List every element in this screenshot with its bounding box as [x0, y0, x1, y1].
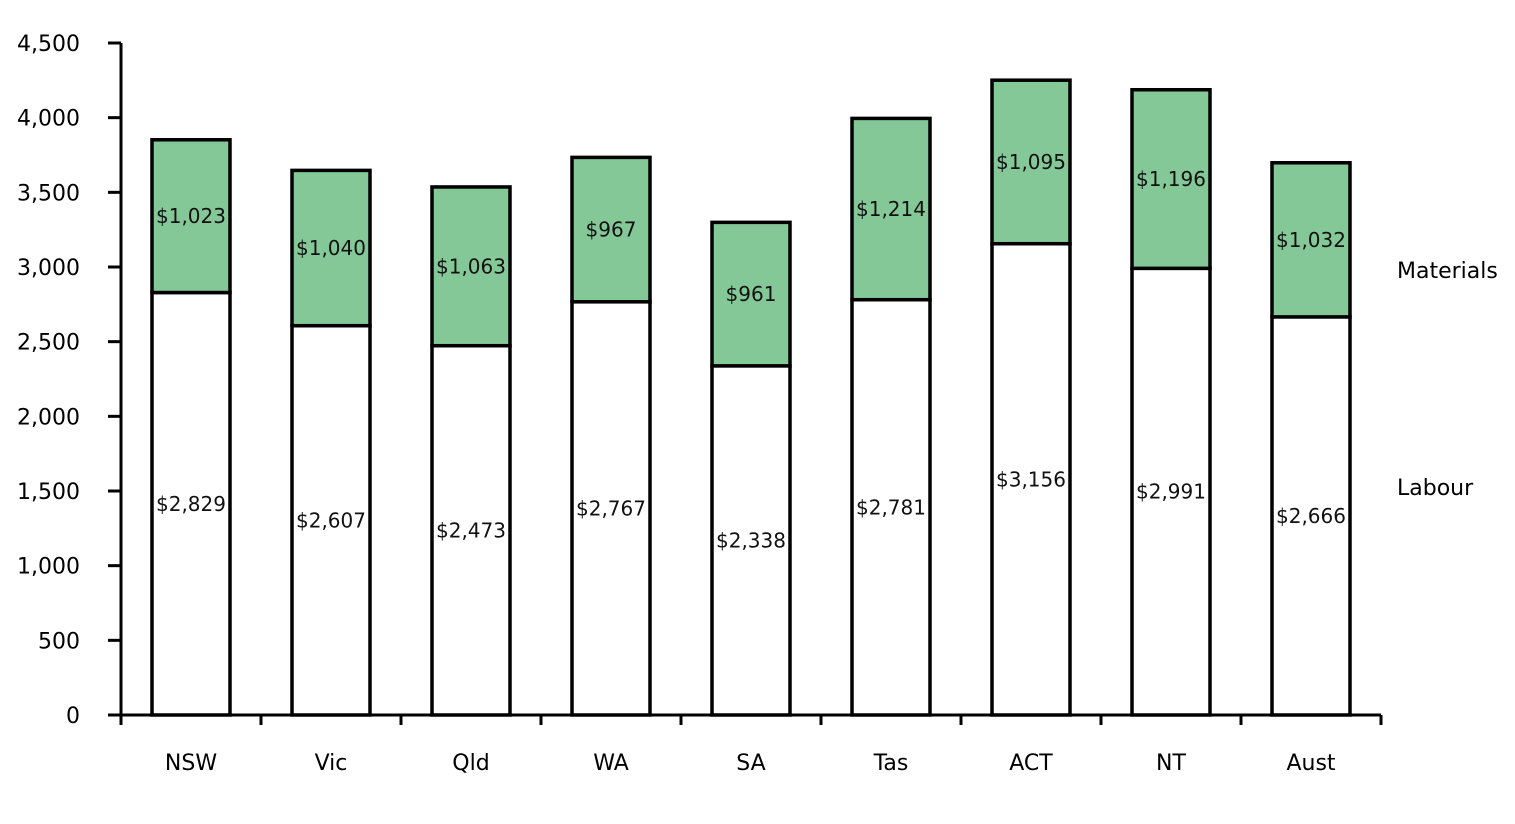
bar-materials-qld [430, 185, 512, 348]
bar-labour-qld [430, 343, 512, 717]
bar-labour-act [990, 241, 1072, 717]
x-category-label: Aust [1286, 751, 1335, 776]
y-tick-label: 500 [38, 629, 80, 654]
bar-labour-sa [710, 364, 792, 717]
x-category-label: Vic [315, 751, 348, 776]
data-label-labour: $2,767 [576, 496, 646, 520]
x-category-label: ACT [1009, 751, 1053, 776]
data-label-materials: $1,095 [996, 150, 1066, 174]
bar-labour-aust [1270, 315, 1352, 717]
bar-materials-sa [710, 220, 792, 368]
y-tick-label: 0 [66, 704, 80, 729]
y-tick-label: 1,000 [17, 555, 80, 580]
data-label-labour: $2,666 [1276, 504, 1346, 528]
data-label-labour: $2,473 [436, 518, 506, 542]
data-label-materials: $1,040 [296, 236, 366, 260]
bar-labour-tas [850, 297, 932, 717]
legend-materials: Materials [1397, 259, 1498, 284]
x-category-label: NSW [165, 751, 217, 776]
data-label-labour: $2,991 [1136, 480, 1206, 504]
data-label-materials: $961 [726, 282, 777, 306]
data-label-labour: $2,781 [856, 495, 926, 519]
x-category-label: WA [593, 751, 629, 776]
bar-materials-act [990, 78, 1072, 246]
bar-labour-vic [290, 323, 372, 717]
bar-labour-nsw [150, 290, 232, 717]
data-label-materials: $1,063 [436, 254, 506, 278]
data-label-labour: $2,829 [156, 492, 226, 516]
data-label-materials: $967 [586, 218, 637, 242]
y-tick-label: 4,000 [17, 107, 80, 132]
x-category-label: Qld [452, 751, 489, 776]
bar-materials-wa [570, 155, 652, 304]
y-tick-label: 4,500 [17, 32, 80, 57]
y-tick-label: 3,000 [17, 256, 80, 281]
data-label-materials: $1,214 [856, 197, 926, 221]
bar-labour-wa [570, 300, 652, 717]
x-category-label: NT [1156, 751, 1186, 776]
data-label-materials: $1,196 [1136, 167, 1206, 191]
data-label-labour: $2,607 [296, 508, 366, 532]
bar-materials-vic [290, 168, 372, 328]
y-tick-label: 3,500 [17, 181, 80, 206]
bar-materials-aust [1270, 161, 1352, 319]
y-tick-label: 2,000 [17, 405, 80, 430]
y-tick-label: 2,500 [17, 331, 80, 356]
legend-labour: Labour [1397, 476, 1474, 501]
data-label-materials: $1,032 [1276, 228, 1346, 252]
y-tick-label: 1,500 [17, 480, 80, 505]
bar-labour-nt [1130, 266, 1212, 717]
bar-materials-tas [850, 116, 932, 302]
bar-materials-nsw [150, 138, 232, 295]
x-category-label: SA [736, 751, 765, 776]
bar-materials-nt [1130, 87, 1212, 271]
data-label-labour: $2,338 [716, 528, 786, 552]
data-label-materials: $1,023 [156, 204, 226, 228]
x-category-label: Tas [873, 751, 909, 776]
data-label-labour: $3,156 [996, 467, 1066, 491]
